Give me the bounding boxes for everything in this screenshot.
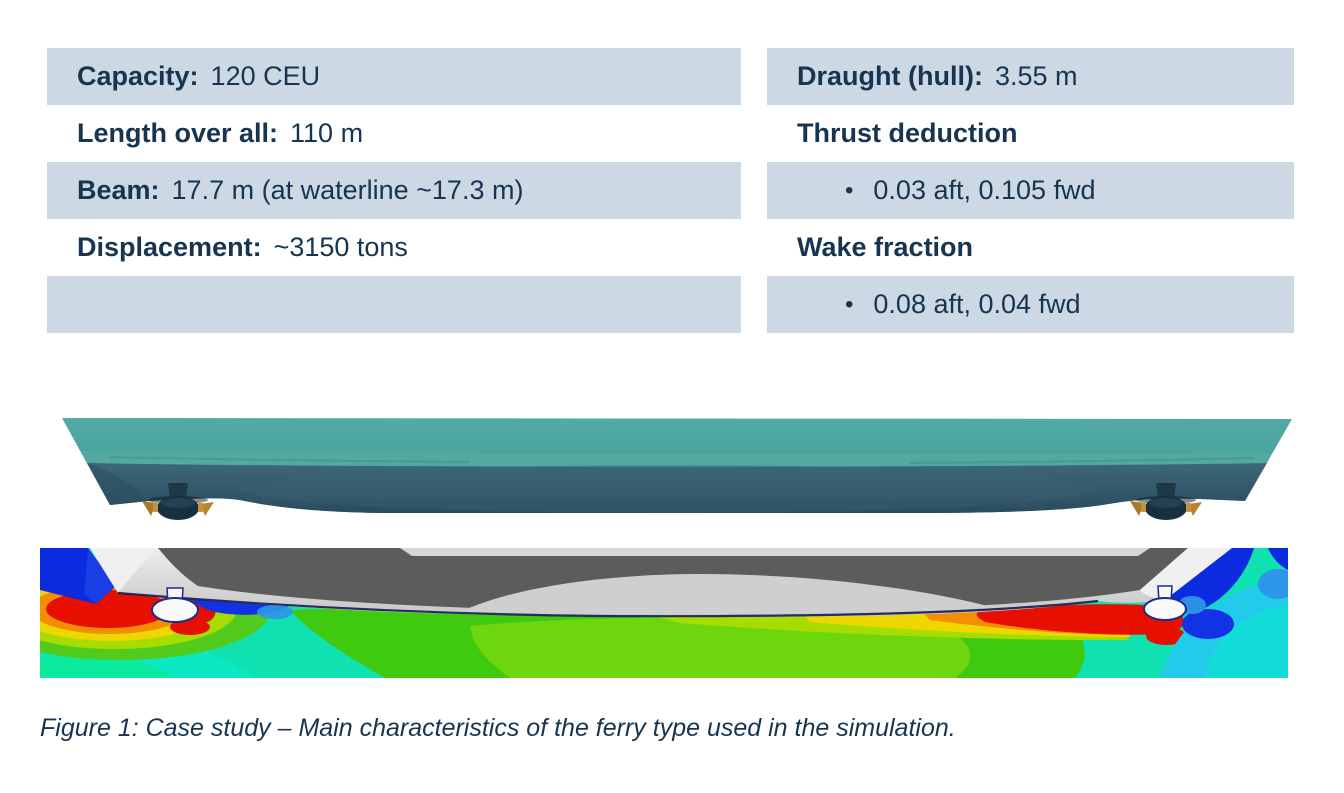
bullet-icon: • bbox=[845, 176, 854, 204]
wake-fraction-label: Wake fraction bbox=[797, 232, 974, 262]
thrust-deduction-label: Thrust deduction bbox=[797, 118, 1018, 148]
thruster-pod-aft-icon bbox=[142, 483, 214, 520]
main-characteristics-table-right: Draught (hull): 3.55 m Thrust deduction … bbox=[767, 48, 1294, 333]
thrust-deduction-values: 0.03 aft, 0.105 fwd bbox=[873, 175, 1096, 205]
length-value: 110 m bbox=[290, 118, 364, 148]
length-label: Length over all: bbox=[77, 118, 279, 148]
capacity-value: 120 CEU bbox=[210, 61, 321, 91]
wake-fraction-values: 0.08 aft, 0.04 fwd bbox=[873, 289, 1081, 319]
cfd-wake-image bbox=[40, 548, 1288, 678]
main-characteristics-table-left: Capacity: 120 CEU Length over all: 110 m… bbox=[47, 48, 741, 333]
row-thrust-deduction: Thrust deduction bbox=[767, 105, 1294, 162]
row-thrust-deduction-values: • 0.03 aft, 0.105 fwd bbox=[767, 162, 1294, 219]
beam-label: Beam: bbox=[77, 175, 160, 205]
displacement-label: Displacement: bbox=[77, 232, 262, 262]
row-empty bbox=[47, 276, 741, 333]
row-length-over-all: Length over all: 110 m bbox=[47, 105, 741, 162]
row-wake-fraction-values: • 0.08 aft, 0.04 fwd bbox=[767, 276, 1294, 333]
row-displacement: Displacement: ~3150 tons bbox=[47, 219, 741, 276]
beam-value: 17.7 m (at waterline ~17.3 m) bbox=[171, 175, 524, 205]
draught-label: Draught (hull): bbox=[797, 61, 983, 91]
cfd-thruster-pod-aft-icon bbox=[151, 587, 199, 623]
thruster-pod-fwd-icon bbox=[1130, 483, 1202, 520]
hull-render-image bbox=[62, 418, 1292, 520]
row-wake-fraction: Wake fraction bbox=[767, 219, 1294, 276]
figure-caption: Figure 1: Case study – Main characterist… bbox=[40, 714, 956, 742]
cfd-flow-field bbox=[40, 548, 1288, 678]
row-capacity: Capacity: 120 CEU bbox=[47, 48, 741, 105]
capacity-label: Capacity: bbox=[77, 61, 199, 91]
ferry-hull-shape bbox=[62, 418, 1292, 513]
bullet-icon: • bbox=[845, 290, 854, 318]
cfd-thruster-pod-fwd-icon bbox=[1143, 585, 1187, 621]
row-draught: Draught (hull): 3.55 m bbox=[767, 48, 1294, 105]
draught-value: 3.55 m bbox=[994, 61, 1078, 91]
row-beam: Beam: 17.7 m (at waterline ~17.3 m) bbox=[47, 162, 741, 219]
displacement-value: ~3150 tons bbox=[273, 232, 408, 262]
